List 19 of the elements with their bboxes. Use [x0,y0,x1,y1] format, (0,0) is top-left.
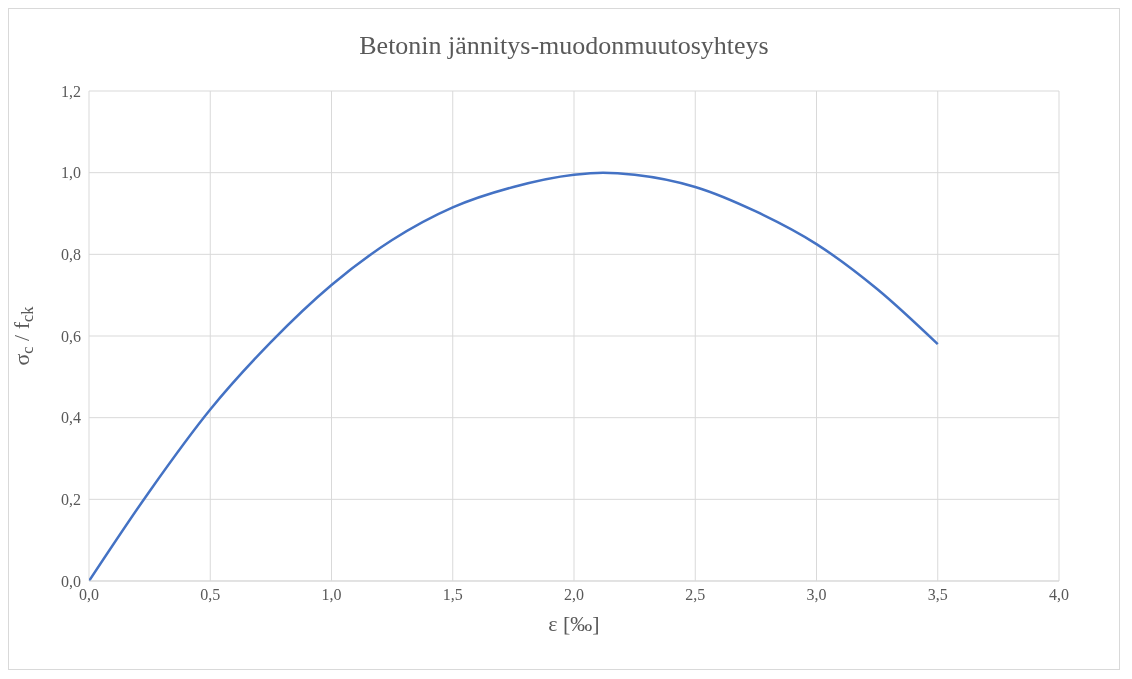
y-tick-label: 0,4 [61,409,81,427]
line-series [89,171,939,581]
x-tick-label: 3,0 [806,586,827,604]
x-tick-label: 3,5 [927,586,948,604]
x-tick-label: 0,5 [200,586,221,604]
chart-title: Betonin jännitys-muodonmuutosyhteys [358,30,770,62]
x-tick-label: 2,0 [564,586,584,604]
x-axis-title: ε [‰] [548,611,600,636]
y-tick-label: 0,8 [61,246,81,264]
x-tick-label: 1,0 [321,586,342,604]
y-tick-label: 0,6 [61,327,81,345]
y-tick-label: 1,2 [61,82,81,100]
x-tick-label: 0,0 [79,586,99,604]
x-tick-label: 2,5 [685,586,706,604]
x-tick-label: 4,0 [1049,586,1069,604]
y-tick-label: 1,0 [61,164,81,182]
y-tick-label: 0,0 [61,572,81,590]
y-tick-label: 0,2 [61,491,81,509]
x-tick-label: 1,5 [442,586,463,604]
